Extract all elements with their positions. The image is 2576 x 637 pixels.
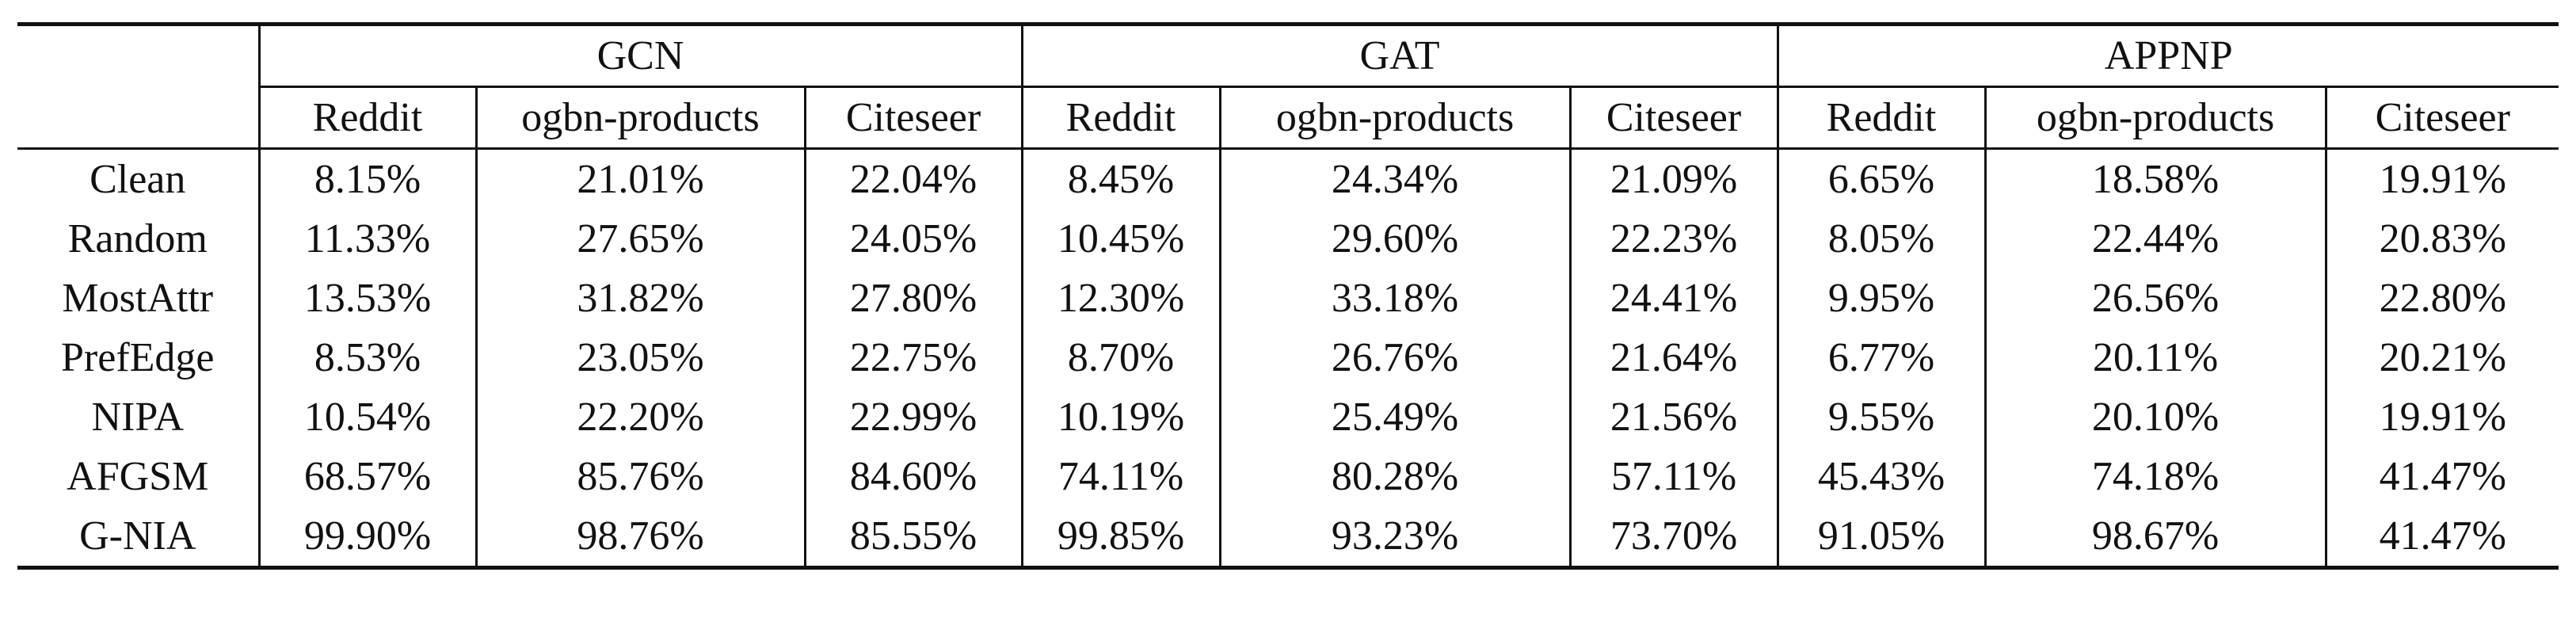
value-cell: 19.91% (2324, 148, 2559, 209)
header-dataset: Citeseer (803, 86, 1023, 150)
value-cell: 25.49% (1218, 387, 1571, 447)
value-cell: 20.83% (2324, 209, 2559, 269)
table-row: Random 11.33% 27.65% 24.05% 10.45% 29.60% 22.2… (17, 209, 2559, 269)
header-dataset: Citeseer (2324, 86, 2559, 150)
value-cell: 9.95% (1776, 269, 1986, 328)
value-cell: 21.01% (474, 148, 805, 209)
header-corner-cell (17, 22, 259, 87)
value-cell: 22.99% (803, 387, 1023, 447)
method-name-cell: Clean (90, 156, 186, 202)
value-cell: 93.23% (1218, 506, 1571, 570)
value-cell: 10.54% (257, 387, 476, 447)
value-cell: 9.55% (1776, 387, 1986, 447)
value-cell: 21.64% (1568, 328, 1778, 387)
value-cell: 22.20% (474, 387, 805, 447)
value-cell: 19.91% (2324, 387, 2559, 447)
value-cell: 68.57% (257, 447, 476, 506)
value-cell: 23.05% (474, 328, 805, 387)
table-row: NIPA 10.54% 22.20% 22.99% 10.19% 25.49% 21.56%… (17, 387, 2559, 447)
value-cell: 41.47% (2324, 447, 2559, 506)
value-cell: 20.11% (1983, 328, 2326, 387)
value-cell: 11.33% (257, 209, 476, 269)
value-cell: 18.58% (1983, 148, 2326, 209)
value-cell: 6.65% (1776, 148, 1986, 209)
value-cell: 33.18% (1218, 269, 1571, 328)
header-model-gcn: GCN (257, 22, 1023, 88)
header-dataset: Citeseer (1568, 86, 1778, 150)
method-name-cell: Random (67, 216, 208, 261)
value-cell: 21.56% (1568, 387, 1778, 447)
value-cell: 10.19% (1020, 387, 1221, 447)
table-row: PrefEdge 8.53% 23.05% 22.75% 8.70% 26.76% 21.6… (17, 328, 2559, 387)
value-cell: 29.60% (1218, 209, 1571, 269)
header-dataset: Reddit (257, 86, 476, 150)
value-cell: 27.80% (803, 269, 1023, 328)
value-cell: 24.34% (1218, 148, 1571, 209)
table-row: AFGSM 68.57% 85.76% 84.60% 74.11% 80.28% 57.11… (17, 447, 2559, 506)
method-name-cell: AFGSM (67, 453, 209, 499)
value-cell: 27.65% (474, 209, 805, 269)
value-cell: 99.90% (257, 506, 476, 570)
header-dataset: ogbn-products (1983, 86, 2326, 150)
value-cell: 99.85% (1020, 506, 1221, 570)
value-cell: 84.60% (803, 447, 1023, 506)
value-cell: 31.82% (474, 269, 805, 328)
value-cell: 8.70% (1020, 328, 1221, 387)
header-row-models: GCN GAT APPNP (17, 22, 2559, 88)
header-dataset: Reddit (1020, 86, 1221, 150)
value-cell: 20.21% (2324, 328, 2559, 387)
value-cell: 10.45% (1020, 209, 1221, 269)
header-dataset: ogbn-products (1218, 86, 1571, 150)
value-cell: 74.18% (1983, 447, 2326, 506)
value-cell: 22.04% (803, 148, 1023, 209)
value-cell: 26.76% (1218, 328, 1571, 387)
results-table: GCN GAT APPNP Reddit ogbn-products Cites… (17, 22, 2559, 570)
value-cell: 13.53% (257, 269, 476, 328)
value-cell: 41.47% (2324, 506, 2559, 570)
value-cell: 80.28% (1218, 447, 1571, 506)
value-cell: 98.76% (474, 506, 805, 570)
method-name-cell: G-NIA (17, 506, 259, 570)
value-cell: 20.10% (1983, 387, 2326, 447)
value-cell: 22.80% (2324, 269, 2559, 328)
value-cell: 24.05% (803, 209, 1023, 269)
value-cell: 74.11% (1020, 447, 1221, 506)
value-cell: 22.75% (803, 328, 1023, 387)
method-name-cell: PrefEdge (61, 334, 215, 380)
header-row-datasets: Reddit ogbn-products Citeseer Reddit ogb… (17, 86, 2559, 150)
value-cell: 24.41% (1568, 269, 1778, 328)
value-cell: 85.76% (474, 447, 805, 506)
value-cell: 22.23% (1568, 209, 1778, 269)
table-row: Clean 8.15% 21.01% 22.04% 8.45% 24.34% 21.09% 6… (17, 148, 2559, 209)
value-cell: 45.43% (1776, 447, 1986, 506)
header-dataset: ogbn-products (474, 86, 805, 150)
table-body: Clean 8.15% 21.01% 22.04% 8.45% 24.34% 21.09% 6… (17, 148, 2559, 570)
value-cell: 8.53% (257, 328, 476, 387)
header-model-gat: GAT (1020, 22, 1778, 88)
table-row: MostAttr 13.53% 31.82% 27.80% 12.30% 33.18% 24… (17, 269, 2559, 328)
header-corner-cell-2 (17, 86, 259, 150)
method-name-cell: NIPA (91, 394, 185, 440)
value-cell: 98.67% (1983, 506, 2326, 570)
value-cell: 26.56% (1983, 269, 2326, 328)
value-cell: 85.55% (803, 506, 1023, 570)
method-name-cell: MostAttr (62, 275, 214, 321)
value-cell: 21.09% (1568, 148, 1778, 209)
value-cell: 73.70% (1568, 506, 1778, 570)
value-cell: 8.45% (1020, 148, 1221, 209)
value-cell: 6.77% (1776, 328, 1986, 387)
value-cell: 12.30% (1020, 269, 1221, 328)
value-cell: 57.11% (1568, 447, 1778, 506)
value-cell: 22.44% (1983, 209, 2326, 269)
header-dataset: Reddit (1776, 86, 1986, 150)
value-cell: 8.05% (1776, 209, 1986, 269)
value-cell: 91.05% (1776, 506, 1986, 570)
table-row: G-NIA 99.90% 98.76% 85.55% 99.85% 93.23% 73.70… (17, 506, 2559, 570)
header-model-appnp: APPNP (1776, 22, 2559, 88)
value-cell: 8.15% (257, 148, 476, 209)
